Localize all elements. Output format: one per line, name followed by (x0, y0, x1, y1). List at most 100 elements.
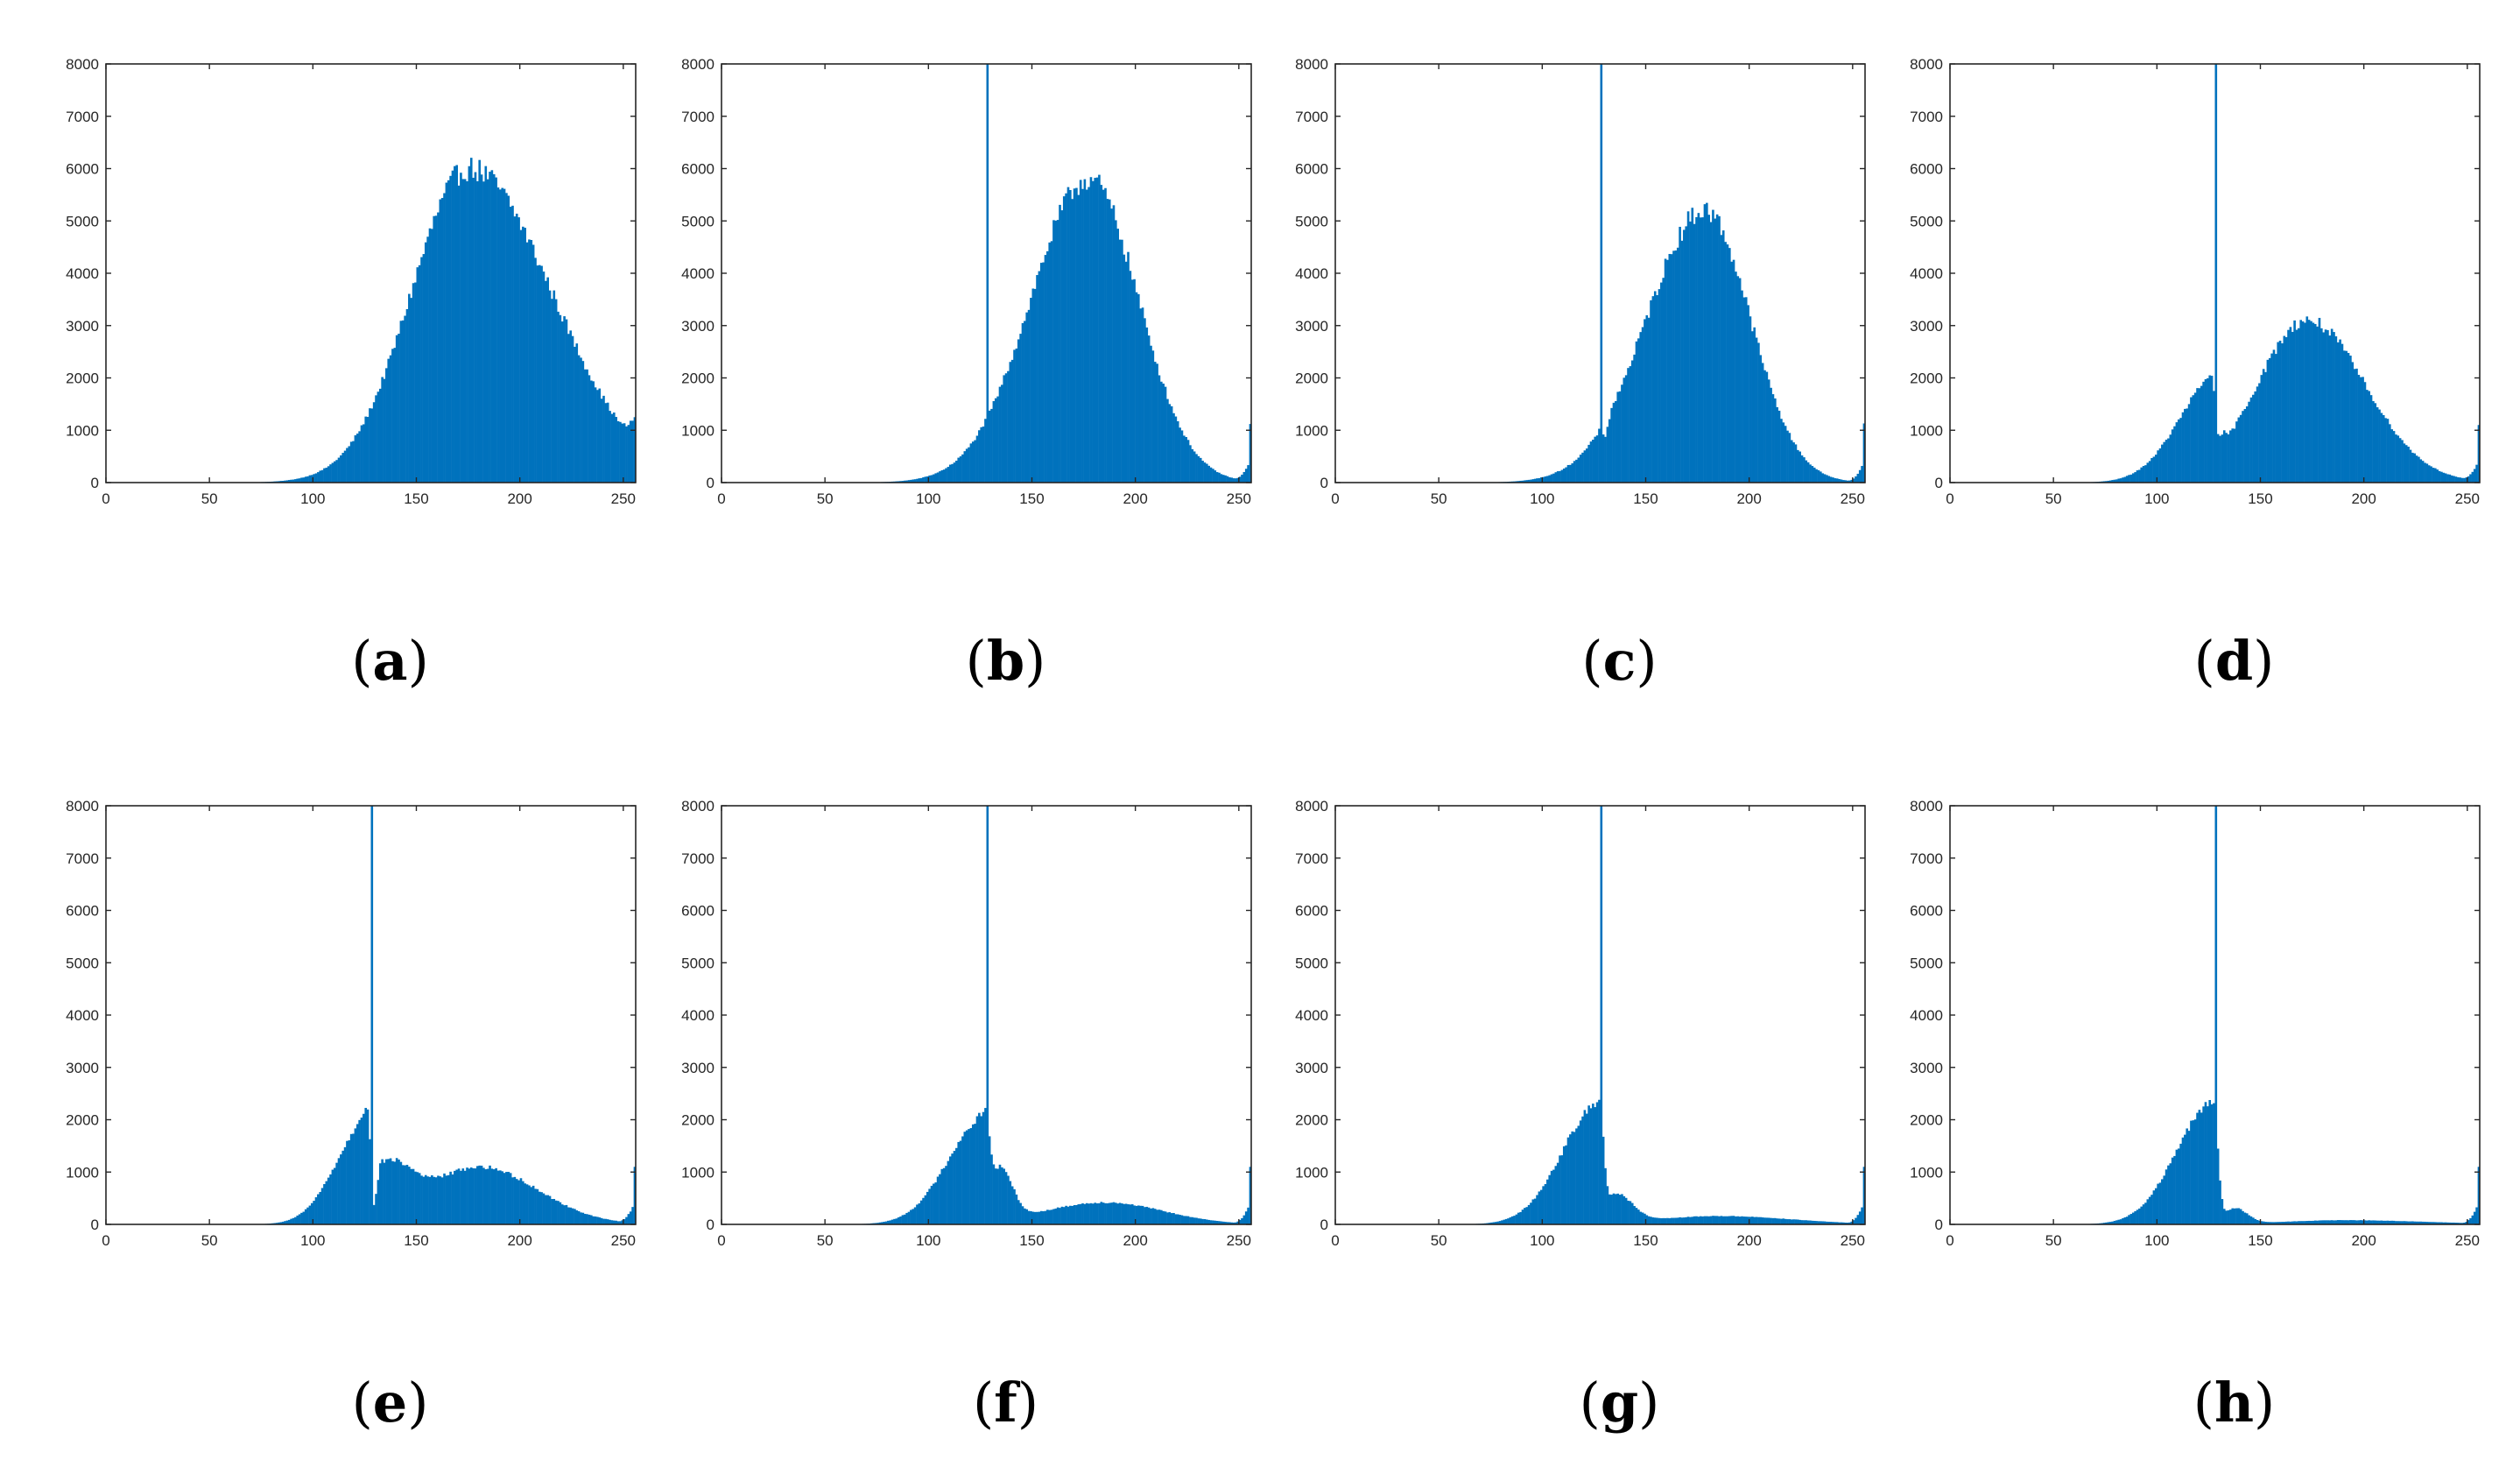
histogram-bar (2175, 422, 2179, 483)
histogram-bar (2460, 1223, 2464, 1224)
histogram-bar (1615, 1194, 1617, 1224)
x-tick-label: 50 (201, 490, 218, 507)
histogram-bar (1170, 406, 1173, 483)
histogram-bar (1123, 254, 1126, 483)
histogram-bar (1162, 384, 1165, 483)
histogram-bar (942, 469, 946, 483)
histogram-bar (1594, 436, 1597, 483)
x-tick-label: 50 (2045, 1232, 2062, 1249)
y-tick-label: 1000 (681, 1164, 714, 1181)
histogram-bar (393, 1161, 397, 1224)
y-tick-label: 8000 (681, 798, 714, 815)
histogram-bar (1232, 478, 1235, 483)
histogram-bar (1094, 1202, 1096, 1224)
histogram-bar (1755, 1217, 1758, 1224)
histogram-bar (1550, 474, 1553, 483)
histogram-bar (1674, 250, 1678, 483)
histogram-bar (2111, 480, 2114, 483)
histogram-bar (1019, 1202, 1022, 1224)
histogram-bar (2117, 478, 2121, 483)
histogram-bar (974, 1124, 976, 1224)
histogram-bar (1071, 1205, 1073, 1224)
histogram-bar (290, 1218, 292, 1224)
histogram-bar (2266, 359, 2270, 483)
histogram-bar (1195, 1217, 1198, 1224)
histogram-bar (1728, 1216, 1731, 1224)
histogram-bar (1098, 1202, 1101, 1224)
histogram-bar (1524, 480, 1526, 483)
histogram-bar (916, 1204, 919, 1224)
histogram-bar (2275, 354, 2277, 483)
histogram-bar (557, 1201, 560, 1224)
histogram-bar (2184, 408, 2186, 483)
histogram-bar (2293, 1221, 2296, 1224)
histogram-bar (606, 1219, 609, 1224)
histogram-bar (2243, 409, 2247, 483)
histogram-bar (2177, 419, 2180, 483)
histogram-bar (1774, 398, 1777, 483)
histogram-bar (1133, 1205, 1136, 1224)
histogram-bar (1079, 1203, 1082, 1224)
histogram-bar (1800, 1220, 1804, 1224)
histogram-bar (2298, 328, 2300, 483)
histogram-bar (1683, 229, 1686, 483)
histogram-bar (2295, 1221, 2298, 1224)
histogram-bar (1531, 479, 1535, 483)
histogram-bar (1539, 1189, 1543, 1224)
histogram-bar (889, 1220, 892, 1224)
histogram-bar (383, 378, 386, 483)
histogram-bar (2351, 362, 2355, 483)
histogram-bar (2390, 1220, 2393, 1224)
histogram-bar (974, 440, 976, 483)
histogram-bar (398, 1159, 400, 1224)
histogram-bar (2193, 1119, 2197, 1224)
histogram-bar (553, 1198, 556, 1224)
histogram-bar (522, 1181, 524, 1224)
histogram-bar (1732, 1216, 1735, 1224)
histogram-bar (1066, 1206, 1070, 1224)
histogram-bar (1759, 1217, 1763, 1224)
histogram-bar (1724, 1216, 1727, 1224)
histogram-bar (1112, 205, 1116, 483)
histogram-bar (1606, 1186, 1609, 1224)
histogram-bar (1846, 1223, 1849, 1224)
histogram-bar (2252, 394, 2255, 483)
histogram-bar (278, 481, 280, 483)
histogram-bar (557, 311, 560, 483)
histogram-bar (1060, 1206, 1064, 1224)
histogram-bar (1116, 1203, 1119, 1224)
histogram-bar (2444, 1222, 2447, 1224)
histogram-bar (1179, 1215, 1181, 1224)
histogram-bar (1060, 210, 1064, 483)
histogram-bar (2173, 426, 2176, 483)
histogram-bar (1176, 421, 1179, 483)
histogram-bar (1840, 479, 1843, 483)
histogram-bar (1139, 308, 1142, 483)
histogram-bar (2336, 1220, 2340, 1224)
histogram-bar (2200, 1112, 2203, 1224)
histogram-bar (1226, 1222, 1229, 1224)
histogram-bar (1577, 457, 1580, 483)
histogram-bar (1191, 1217, 1194, 1224)
histogram-bar (990, 408, 993, 483)
histogram-bar (1579, 1120, 1582, 1224)
histogram-bar (2289, 327, 2292, 483)
histogram-bar (1774, 1217, 1777, 1224)
histogram-bar (1201, 461, 1204, 483)
histogram-bar (969, 1128, 973, 1224)
histogram-bar (1092, 1203, 1095, 1224)
histogram-bar (2157, 1183, 2159, 1224)
histogram-bar (1193, 1217, 1196, 1224)
y-tick-label: 5000 (681, 213, 714, 229)
histogram-bar (1197, 455, 1200, 483)
histogram-bar (1046, 250, 1049, 483)
histogram-bar (2204, 1102, 2207, 1224)
histogram-bar (936, 472, 940, 483)
histogram-bar (378, 388, 382, 483)
histogram-bar (2216, 434, 2220, 483)
panel-d: 0 50 100 150 200 2500100020003000400050006000… (1910, 56, 2481, 693)
histogram-bar (1844, 1222, 1847, 1224)
histogram-bar (1044, 255, 1047, 483)
histogram-bar (1715, 1216, 1719, 1224)
histogram-bar (354, 435, 357, 483)
